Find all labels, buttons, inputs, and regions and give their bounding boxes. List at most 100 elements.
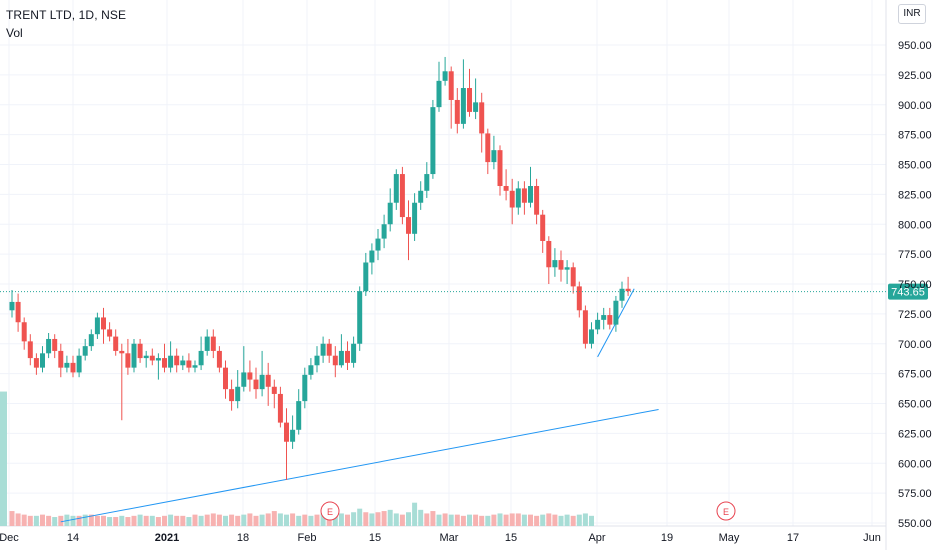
candle-body (186, 360, 192, 368)
candle-body (265, 374, 271, 387)
candle-body (442, 71, 448, 81)
candle-body (235, 386, 241, 402)
candle-body (381, 224, 387, 239)
volume-bar (229, 514, 235, 526)
candle-body (424, 174, 430, 191)
x-tick-label: 17 (787, 532, 799, 544)
candle-body (64, 362, 70, 368)
candle-body (454, 99, 460, 124)
volume-bar (0, 391, 7, 526)
volume-bar (33, 515, 39, 526)
trendline (60, 408, 659, 523)
volume-bar (149, 515, 155, 526)
volume-bar (186, 517, 192, 526)
x-tick-label: Apr (588, 532, 605, 544)
volume-bar (265, 513, 271, 526)
volume-bar (546, 513, 552, 526)
candle-body (607, 315, 613, 325)
volume-bar (125, 517, 131, 526)
volume-bar (107, 517, 113, 526)
volume-bar (503, 514, 509, 526)
x-tick-label: Jun (863, 532, 881, 544)
candle-body (155, 358, 161, 361)
volume-bar (88, 514, 94, 526)
earnings-marker[interactable]: E (320, 501, 340, 521)
earnings-marker-label: E (327, 507, 333, 517)
candle-body (94, 317, 100, 335)
candle-body (21, 322, 27, 342)
candle-body (521, 188, 527, 203)
price-axis[interactable]: 550.00 575.00 600.00 625.00 650.00 675.00 700.… (898, 40, 932, 530)
volume-bar (302, 514, 308, 526)
candle-body (430, 107, 436, 175)
y-tick-label: 575.00 (898, 488, 932, 500)
candle-body (216, 350, 222, 368)
currency-badge[interactable]: INR (898, 4, 926, 24)
x-tick-label: 15 (369, 532, 381, 544)
volume-bar (290, 513, 296, 526)
candle-body (387, 202, 393, 225)
volume-bar (528, 514, 533, 526)
x-tick-label: 14 (67, 532, 79, 544)
volume-bar (27, 515, 33, 526)
candle-body (540, 214, 546, 241)
volume-bar (576, 514, 582, 526)
last-price-label: 743.65 (891, 287, 925, 299)
volume-bar (552, 514, 558, 526)
volume-bar (515, 513, 521, 526)
candle-body (46, 338, 52, 354)
candle-body (223, 367, 228, 390)
earnings-marker[interactable]: E (716, 501, 736, 521)
candle-body (345, 350, 350, 363)
y-tick-label: 825.00 (898, 189, 932, 201)
candle-body (241, 372, 247, 387)
x-tick-label: Dec (0, 532, 19, 544)
candle-body (320, 343, 326, 356)
candle-body (247, 372, 253, 380)
last-price-line: 743.65 (0, 283, 928, 300)
volume-bar (473, 514, 479, 526)
volume-label[interactable]: Vol (6, 26, 23, 40)
volume-bar (387, 509, 393, 526)
candle-body (406, 217, 411, 234)
volume-bar (485, 515, 491, 526)
y-tick-label: 775.00 (898, 249, 932, 261)
volume-bar (271, 511, 277, 526)
volume-bar (131, 515, 137, 526)
y-tick-label: 950.00 (898, 40, 932, 52)
volume-bar (210, 513, 216, 526)
candle-body (277, 393, 283, 423)
candle-body (576, 286, 582, 311)
volume-bar (345, 514, 350, 526)
volume-bar (314, 514, 320, 526)
candle-body (479, 102, 485, 134)
volume-bar (15, 513, 21, 526)
volume-bar (534, 515, 540, 526)
candle-body (558, 260, 564, 270)
volume-bar (82, 514, 88, 526)
candle-body (253, 379, 259, 390)
volume-bar (94, 515, 100, 526)
candle-body (375, 238, 381, 251)
candle-body (15, 301, 21, 323)
candle-body (302, 374, 308, 402)
candle-body (497, 150, 503, 187)
volume-bar (332, 515, 338, 526)
time-axis[interactable]: Dec 14 2021 18 Feb 15 Mar 15 Apr 19 May 17 Jun (0, 532, 881, 544)
candle-body (412, 202, 418, 234)
y-tick-label: 800.00 (898, 219, 932, 231)
candle-body (515, 188, 521, 208)
candle-body (296, 401, 302, 430)
candle-body (271, 386, 277, 394)
symbol-title[interactable]: TRENT LTD, 1D, NSE (6, 8, 127, 22)
candle-body (76, 355, 82, 373)
candle-body (436, 80, 442, 108)
y-tick-label: 600.00 (898, 458, 932, 470)
candle-body (625, 288, 631, 292)
x-tick-label: 18 (237, 532, 249, 544)
candle-body (338, 350, 344, 366)
volume-bar (137, 514, 143, 526)
